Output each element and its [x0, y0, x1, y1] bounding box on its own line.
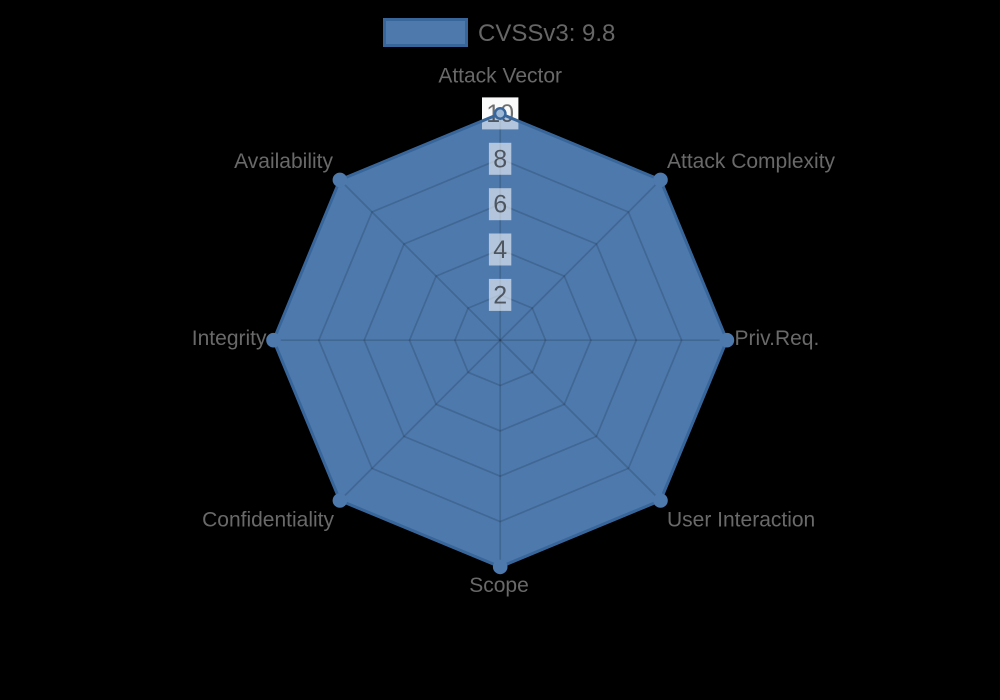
svg-text:6: 6	[493, 191, 507, 219]
svg-text:8: 8	[493, 145, 507, 173]
svg-text:Confidentiality: Confidentiality	[202, 509, 334, 532]
svg-text:2: 2	[493, 281, 507, 309]
svg-text:Attack Vector: Attack Vector	[438, 65, 562, 88]
svg-text:Priv.Req.: Priv.Req.	[735, 327, 820, 350]
svg-text:Integrity: Integrity	[192, 327, 267, 350]
svg-text:User Interaction: User Interaction	[667, 509, 815, 532]
svg-text:CVSSv3: 9.8: CVSSv3: 9.8	[478, 20, 615, 47]
svg-text:Attack Complexity: Attack Complexity	[667, 150, 836, 173]
svg-text:Scope: Scope	[469, 574, 529, 597]
svg-text:Availability: Availability	[234, 150, 333, 173]
svg-text:4: 4	[493, 236, 507, 264]
